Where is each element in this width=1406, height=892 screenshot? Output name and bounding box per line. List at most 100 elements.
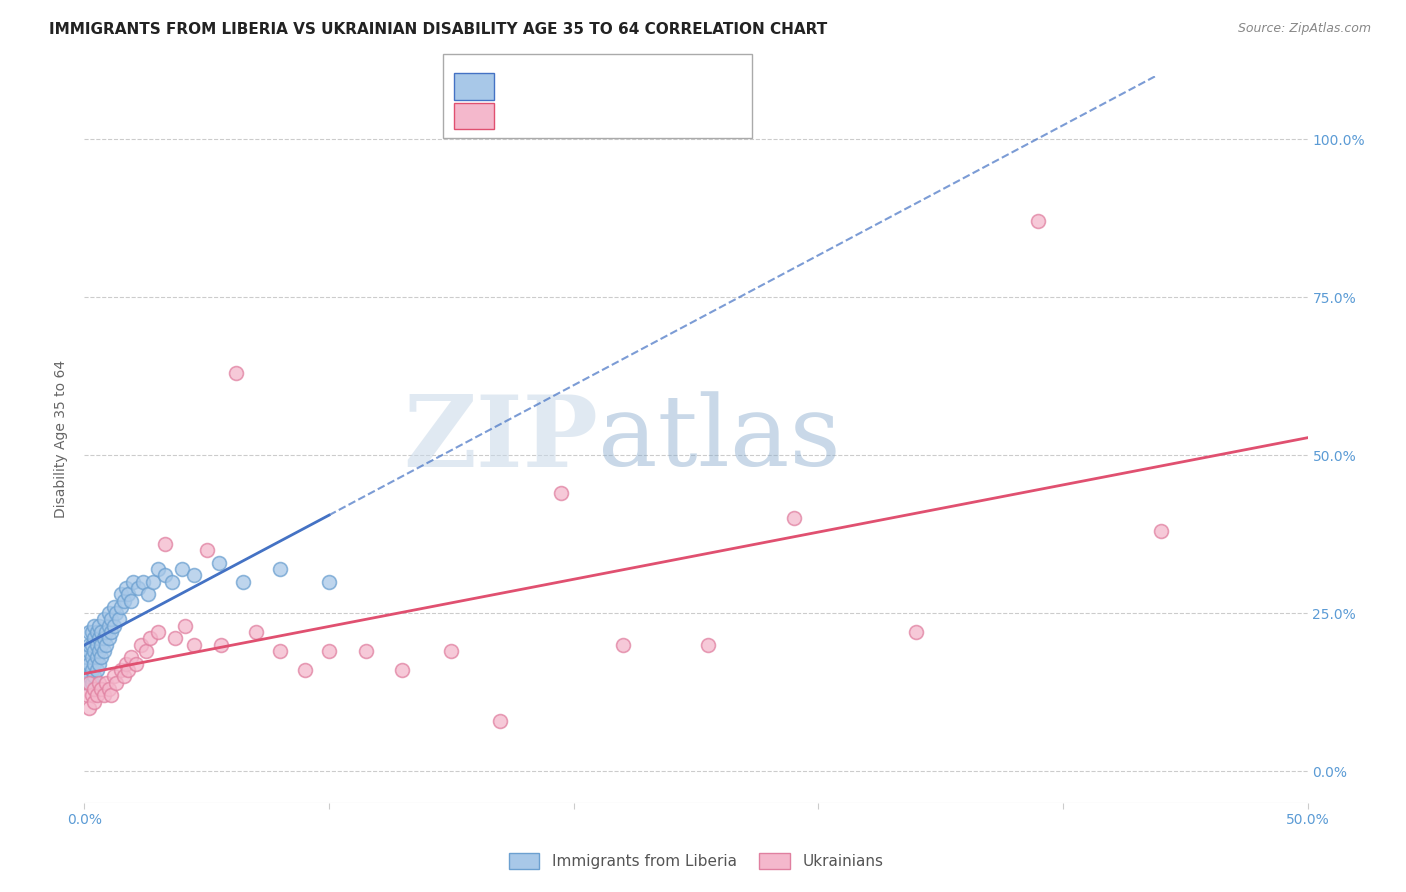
Point (612, 638, 634, 652)
Point (103, 619, 125, 633)
Point (122, 574, 145, 589)
Point (83, 681, 105, 696)
Point (97, 619, 120, 633)
Point (142, 574, 165, 589)
Text: ZIP: ZIP (404, 391, 598, 488)
Point (76, 689, 98, 703)
Point (146, 562, 169, 576)
Point (318, 574, 340, 589)
Point (83, 669, 105, 683)
Point (93, 612, 115, 626)
Text: Source: ZipAtlas.com: Source: ZipAtlas.com (1237, 22, 1371, 36)
Point (139, 632, 162, 646)
Point (550, 486, 572, 500)
Point (93, 644, 115, 658)
Point (100, 689, 122, 703)
Point (100, 625, 122, 640)
Point (905, 625, 928, 640)
Point (183, 568, 205, 582)
Point (80, 663, 103, 677)
Point (354, 644, 377, 658)
Point (90, 681, 112, 696)
Point (129, 638, 152, 652)
Point (195, 543, 218, 558)
Point (83, 632, 105, 646)
Point (318, 644, 340, 658)
Point (107, 612, 129, 626)
Point (208, 556, 231, 570)
Point (80, 625, 103, 640)
Point (245, 625, 267, 640)
Point (77, 701, 100, 715)
Point (77, 657, 100, 671)
Point (76, 675, 98, 690)
Point (117, 587, 139, 601)
Point (136, 587, 159, 601)
Point (697, 638, 720, 652)
Point (103, 669, 125, 683)
Point (86, 689, 108, 703)
Point (269, 644, 291, 658)
Point (146, 625, 169, 640)
Point (391, 663, 413, 677)
Point (83, 644, 105, 658)
Text: N = 47: N = 47 (616, 109, 673, 123)
Point (77, 644, 100, 658)
Point (110, 663, 132, 677)
Point (77, 638, 100, 652)
Point (97, 606, 120, 620)
Text: IMMIGRANTS FROM LIBERIA VS UKRAINIAN DISABILITY AGE 35 TO 64 CORRELATION CHART: IMMIGRANTS FROM LIBERIA VS UKRAINIAN DIS… (49, 22, 828, 37)
Point (103, 599, 125, 614)
Point (110, 587, 132, 601)
Point (77, 625, 100, 640)
Point (1150, 524, 1173, 538)
Point (77, 675, 100, 690)
Point (125, 657, 148, 671)
Legend: Immigrants from Liberia, Ukrainians: Immigrants from Liberia, Ukrainians (502, 847, 890, 875)
Point (127, 581, 149, 595)
Point (87, 619, 110, 633)
Point (90, 638, 112, 652)
Point (96, 638, 118, 652)
Point (783, 511, 806, 525)
Point (87, 675, 110, 690)
Point (80, 675, 103, 690)
Point (93, 689, 115, 703)
Point (86, 625, 108, 640)
Point (183, 638, 205, 652)
Point (86, 663, 108, 677)
Point (1028, 214, 1050, 228)
Point (153, 568, 176, 582)
Point (77, 669, 100, 683)
Point (86, 650, 108, 665)
Point (86, 638, 108, 652)
Point (225, 366, 247, 380)
Point (105, 675, 128, 690)
Point (117, 663, 139, 677)
Point (115, 581, 138, 595)
Point (97, 681, 120, 696)
Point (97, 632, 120, 646)
Point (162, 574, 184, 589)
Point (153, 536, 176, 550)
Point (76, 650, 98, 665)
Point (269, 562, 291, 576)
Point (440, 644, 463, 658)
Text: R = 0.637: R = 0.637 (502, 109, 585, 123)
Point (112, 669, 135, 683)
Point (112, 593, 135, 607)
Point (105, 606, 128, 620)
Point (100, 612, 122, 626)
Point (87, 644, 110, 658)
Text: atlas: atlas (598, 392, 841, 487)
Point (96, 675, 118, 690)
Point (90, 625, 112, 640)
Point (110, 599, 132, 614)
Point (96, 625, 118, 640)
Point (80, 650, 103, 665)
Point (120, 593, 142, 607)
Y-axis label: Disability Age 35 to 64: Disability Age 35 to 64 (55, 360, 69, 518)
Point (172, 562, 194, 576)
Point (135, 644, 157, 658)
Point (232, 574, 254, 589)
